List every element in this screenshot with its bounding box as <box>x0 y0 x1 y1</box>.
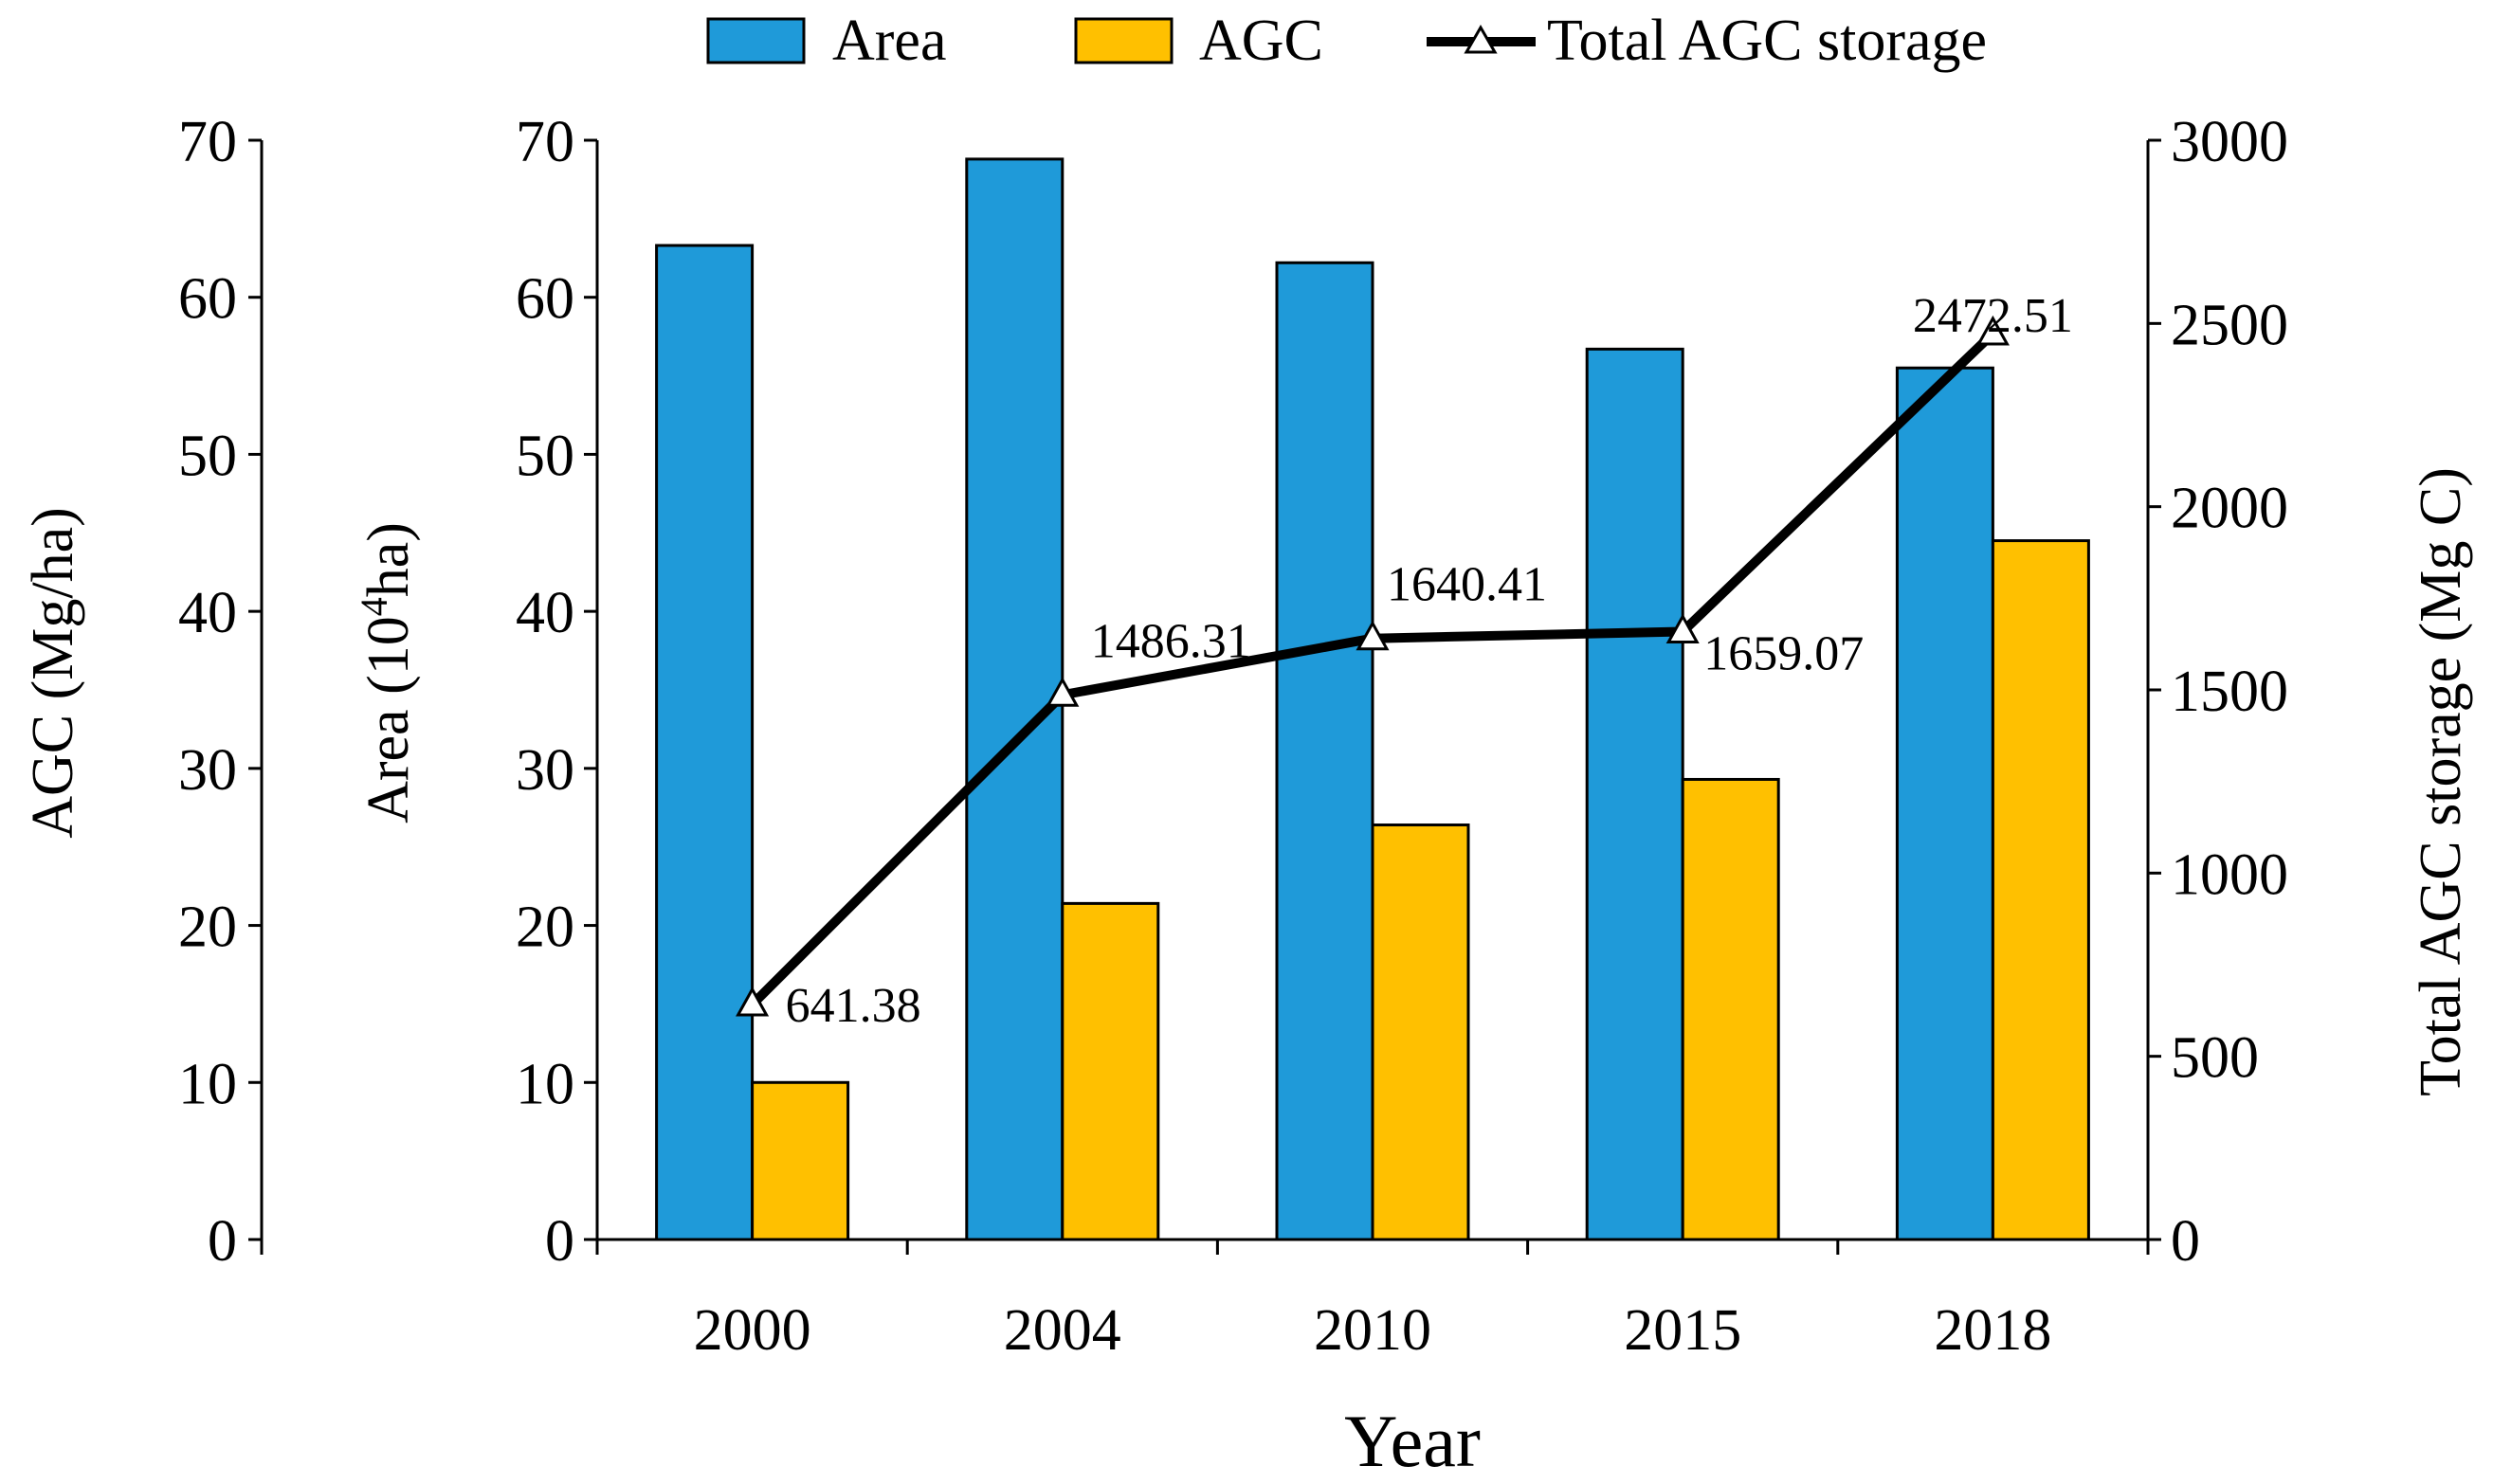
bar-area-2000 <box>655 244 755 1241</box>
storage-axis-tick-label-3000: 3000 <box>2171 110 2288 174</box>
storage-axis-tick-label-2000: 2000 <box>2171 477 2288 541</box>
storage-axis-tick-label-0: 0 <box>2171 1209 2200 1274</box>
area-axis-tick-label-20: 20 <box>516 896 574 960</box>
area-axis-title-suffix: ha) <box>356 522 421 597</box>
area-axis-tick-label-50: 50 <box>516 424 574 488</box>
data-label-storage-2004: 1486.31 <box>1091 614 1251 668</box>
legend-label-storage: Total AGC storage <box>1547 9 1987 73</box>
bar-area-2015 <box>1585 347 1684 1241</box>
x-axis-tick-label-2004: 2004 <box>1004 1298 1121 1363</box>
storage-axis-tick-label-2500: 2500 <box>2171 293 2288 357</box>
legend: Area AGC Total AGC storage <box>706 9 1987 73</box>
area-axis-title-sup: 4 <box>353 597 395 616</box>
area-axis-tick-label-30: 30 <box>516 738 574 803</box>
plot-area: 0 10 20 30 40 50 60 70 0 10 20 30 40 50 60 70 0 500 1000 15… <box>178 110 2288 1363</box>
agc-axis-tick-label-70: 70 <box>178 110 237 174</box>
point-storage-2004 <box>1046 677 1080 707</box>
storage-axis-title: Total AGC storage (Mg C) <box>2409 467 2473 1096</box>
point-storage-2018 <box>1975 315 2010 346</box>
legend-swatch-area <box>706 17 806 64</box>
bar-agc-2015 <box>1681 777 1780 1241</box>
agc-axis-tick-label-10: 10 <box>178 1052 237 1116</box>
x-axis-tick-label-2018: 2018 <box>1934 1298 2051 1363</box>
area-axis-title: Area (104ha) <box>353 522 422 823</box>
data-label-storage-2018: 2472.51 <box>1913 289 2073 343</box>
data-label-storage-2000: 641.38 <box>786 979 921 1033</box>
area-axis-title-prefix: Area (10 <box>356 616 421 823</box>
agc-axis-title: AGC (Mg/ha) <box>21 507 85 839</box>
x-axis-tick-label-2015: 2015 <box>1624 1298 1741 1363</box>
legend-label-agc: AGC <box>1199 9 1323 73</box>
agc-axis-tick-label-50: 50 <box>178 424 237 488</box>
bar-agc-2018 <box>1991 539 2090 1241</box>
storage-axis-tick-label-500: 500 <box>2171 1026 2259 1091</box>
bar-area-2018 <box>1895 366 1994 1241</box>
bar-agc-2010 <box>1371 823 1470 1241</box>
data-label-storage-2015: 1659.07 <box>1703 626 1864 680</box>
agc-axis-tick-label-30: 30 <box>178 738 237 803</box>
bar-area-2010 <box>1275 261 1374 1241</box>
x-axis-title: Year <box>1344 1400 1481 1482</box>
x-axis-tick-label-2000: 2000 <box>694 1298 811 1363</box>
storage-axis-tick-label-1000: 1000 <box>2171 842 2288 907</box>
data-label-storage-2010: 1640.41 <box>1387 558 1547 612</box>
agc-axis-tick-label-20: 20 <box>178 896 237 960</box>
legend-marker-storage <box>1464 24 1498 54</box>
agc-axis-tick-label-0: 0 <box>208 1209 237 1274</box>
area-axis-tick-label-0: 0 <box>545 1209 574 1274</box>
point-storage-2010 <box>1356 620 1390 651</box>
agc-axis-tick-label-60: 60 <box>178 267 237 332</box>
x-axis-tick-label-2010: 2010 <box>1314 1298 1431 1363</box>
storage-axis-tick-label-1500: 1500 <box>2171 660 2288 724</box>
agc-axis-tick-label-40: 40 <box>178 581 237 645</box>
area-axis-tick-label-70: 70 <box>516 110 574 174</box>
bar-agc-2004 <box>1061 901 1160 1241</box>
area-axis-tick-label-60: 60 <box>516 267 574 332</box>
bar-agc-2000 <box>751 1080 850 1241</box>
point-storage-2000 <box>736 986 770 1017</box>
bar-area-2004 <box>965 157 1065 1241</box>
legend-swatch-agc <box>1074 17 1174 64</box>
point-storage-2015 <box>1665 613 1700 643</box>
area-axis-tick-label-40: 40 <box>516 581 574 645</box>
area-axis-tick-label-10: 10 <box>516 1052 574 1116</box>
legend-label-area: Area <box>832 9 946 73</box>
